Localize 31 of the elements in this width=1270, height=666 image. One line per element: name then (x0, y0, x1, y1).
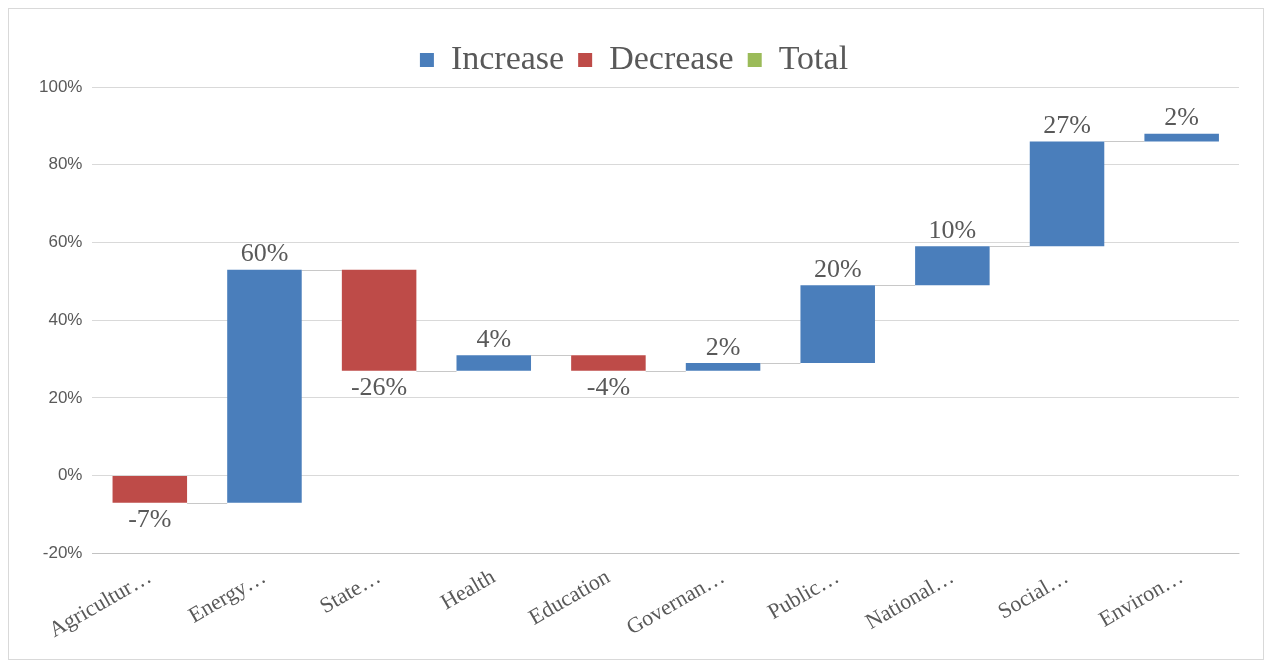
legend-label: Decrease (609, 38, 734, 76)
data-label: 20% (813, 254, 862, 284)
data-label: 27% (1043, 110, 1091, 140)
y-tick-label: 20% (48, 387, 83, 407)
bar (1144, 133, 1219, 142)
x-tick-label: State… (314, 563, 385, 619)
y-tick-label: 100% (39, 76, 83, 96)
bar (571, 355, 646, 371)
y-tick-label: 80% (48, 154, 83, 174)
y-tick-label: -20% (42, 543, 83, 562)
data-label: 60% (240, 238, 289, 268)
data-label: 2% (705, 331, 741, 361)
bar (915, 246, 990, 286)
bar (685, 362, 761, 371)
data-label: -7% (128, 503, 172, 533)
bar (112, 476, 188, 503)
bar (1029, 141, 1105, 247)
bar (341, 269, 417, 371)
data-label: 2% (1164, 102, 1200, 132)
y-tick-label: 60% (48, 232, 83, 252)
bar (227, 269, 302, 503)
bar (456, 355, 532, 371)
legend-label: Increase (450, 38, 565, 76)
data-label: -26% (350, 371, 408, 401)
y-tick-label: 40% (48, 309, 83, 329)
data-label: -4% (586, 371, 631, 401)
bar (800, 285, 875, 363)
data-label: 10% (928, 215, 977, 245)
legend-label: Total (778, 38, 849, 76)
data-label: 4% (476, 323, 512, 353)
y-tick-label: 0% (57, 465, 83, 485)
